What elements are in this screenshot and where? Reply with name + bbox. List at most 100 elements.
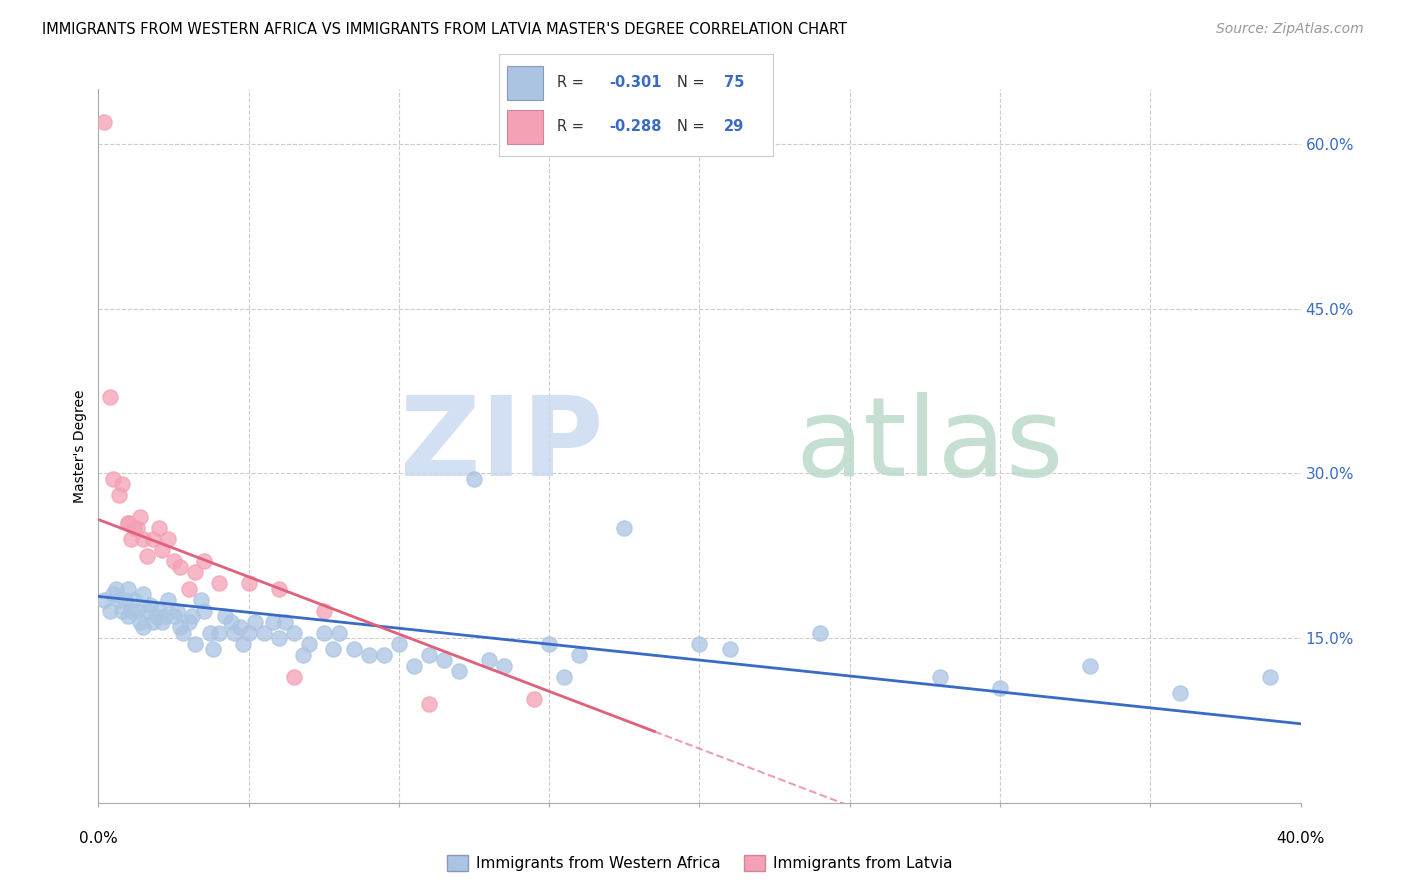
Point [988,681,1011,695]
Point [100,604,122,618]
Point [232,637,254,651]
Point [111,477,134,491]
Point [162,554,184,568]
Point [238,625,260,640]
Point [1170,686,1192,700]
Point [298,637,321,651]
Point [613,521,636,535]
Text: 29: 29 [724,119,744,134]
Point [538,637,561,651]
Point [222,625,245,640]
Point [93,115,115,129]
Point [568,648,591,662]
Point [127,521,149,535]
Point [114,592,136,607]
Y-axis label: Master's Degree: Master's Degree [73,389,87,503]
Point [124,521,146,535]
Point [183,566,205,580]
Point [494,658,516,673]
Point [135,549,157,563]
Point [433,653,456,667]
Text: -0.301: -0.301 [609,75,661,90]
Point [357,648,380,662]
Point [291,648,314,662]
Point [138,598,160,612]
Point [274,615,297,629]
Point [718,642,741,657]
Point [132,620,155,634]
Point [153,609,176,624]
Point [117,582,139,596]
Point [105,582,128,596]
FancyBboxPatch shape [508,66,543,100]
Point [121,604,143,618]
Point [156,592,179,607]
Point [328,625,350,640]
Point [322,642,344,657]
Point [121,533,143,547]
Point [132,533,155,547]
Point [103,587,125,601]
Text: ZIP: ZIP [399,392,603,500]
Point [208,625,231,640]
Point [463,472,485,486]
Point [201,642,224,657]
Point [228,620,250,634]
Point [150,543,173,558]
Text: -0.288: -0.288 [609,119,661,134]
Point [929,669,952,683]
Point [148,521,170,535]
Point [214,609,236,624]
Text: R =: R = [557,75,588,90]
Point [447,664,470,678]
Point [402,658,425,673]
Text: 40.0%: 40.0% [1277,831,1324,846]
Point [238,576,260,591]
Point [343,642,366,657]
Point [156,533,179,547]
Point [312,625,335,640]
Point [150,615,173,629]
Point [169,620,191,634]
Point [373,648,395,662]
Point [162,609,184,624]
Point [808,625,831,640]
Point [108,592,131,607]
Point [262,615,284,629]
Point [208,576,231,591]
Point [166,604,188,618]
Point [100,390,122,404]
Point [267,582,290,596]
Text: atlas: atlas [796,392,1064,500]
Point [219,615,242,629]
Point [198,625,221,640]
FancyBboxPatch shape [508,110,543,144]
Point [183,637,205,651]
Point [117,516,139,530]
Point [312,604,335,618]
Point [145,609,167,624]
Point [148,604,170,618]
Point [177,615,200,629]
Text: 75: 75 [724,75,744,90]
Point [689,637,711,651]
Point [169,559,191,574]
Text: 0.0%: 0.0% [79,831,118,846]
Point [180,609,202,624]
Text: IMMIGRANTS FROM WESTERN AFRICA VS IMMIGRANTS FROM LATVIA MASTER'S DEGREE CORRELA: IMMIGRANTS FROM WESTERN AFRICA VS IMMIGR… [42,22,848,37]
Point [93,592,115,607]
Point [243,615,266,629]
Point [190,592,212,607]
Point [108,488,131,502]
Point [124,592,146,607]
Point [172,625,194,640]
Point [388,637,411,651]
Point [129,510,152,524]
Point [117,516,139,530]
Legend: Immigrants from Western Africa, Immigrants from Latvia: Immigrants from Western Africa, Immigran… [441,849,957,877]
Point [418,648,440,662]
Point [141,615,163,629]
Point [129,615,152,629]
Point [283,625,305,640]
Point [553,669,575,683]
